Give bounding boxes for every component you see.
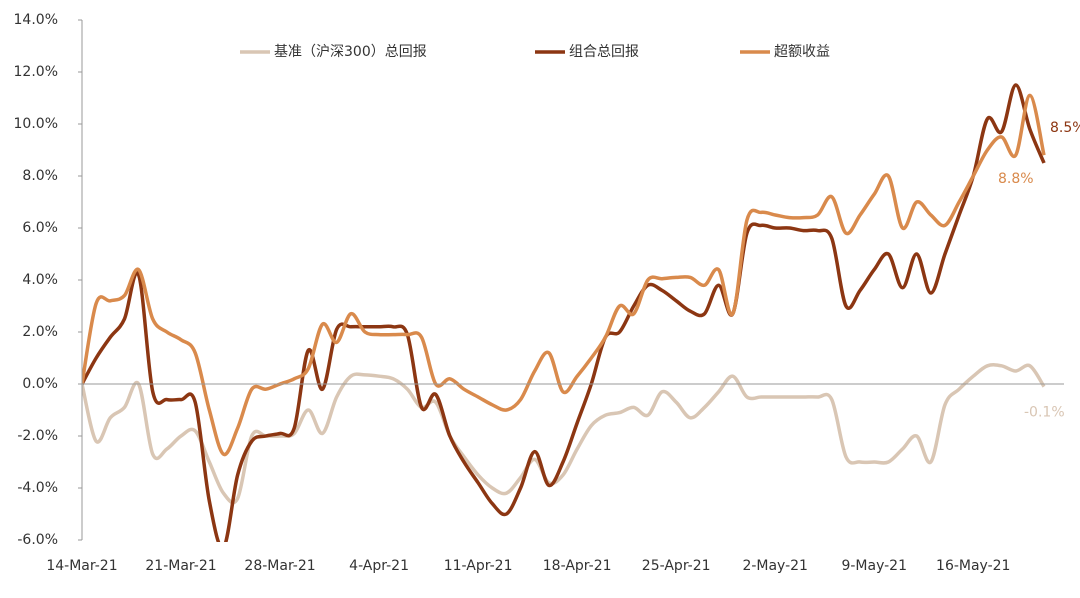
y-tick-label: -6.0% bbox=[17, 532, 58, 548]
data-label: 8.8% bbox=[998, 171, 1034, 187]
y-tick-label: 6.0% bbox=[22, 220, 58, 236]
series-line bbox=[82, 93, 1046, 457]
y-tick-label: -2.0% bbox=[17, 428, 58, 444]
data-label: 8.5% bbox=[1050, 120, 1080, 136]
y-tick-label: 0.0% bbox=[22, 376, 58, 392]
x-tick-label: 14-Mar-21 bbox=[46, 558, 117, 574]
x-tick-label: 16-May-21 bbox=[936, 558, 1010, 574]
y-tick-label: -4.0% bbox=[17, 480, 58, 496]
x-tick-label: 9-May-21 bbox=[841, 558, 907, 574]
y-tick-label: 8.0% bbox=[22, 168, 58, 184]
x-tick-label: 21-Mar-21 bbox=[145, 558, 216, 574]
y-tick-label: 4.0% bbox=[22, 272, 58, 288]
x-tick-label: 4-Apr-21 bbox=[349, 558, 409, 574]
y-tick-label: 10.0% bbox=[14, 116, 58, 132]
y-tick-label: 12.0% bbox=[14, 64, 58, 80]
plot-area bbox=[82, 83, 1046, 542]
series-line bbox=[82, 83, 1046, 542]
y-tick-label: 2.0% bbox=[22, 324, 58, 340]
legend-label: 基准（沪深300）总回报 bbox=[274, 43, 427, 60]
legend-label: 超额收益 bbox=[774, 44, 830, 60]
y-tick-label: 14.0% bbox=[14, 12, 58, 28]
x-tick-label: 18-Apr-21 bbox=[543, 558, 612, 574]
x-tick-label: 28-Mar-21 bbox=[244, 558, 315, 574]
legend-label: 组合总回报 bbox=[569, 44, 639, 60]
x-tick-label: 2-May-21 bbox=[742, 558, 808, 574]
data-label: -0.1% bbox=[1024, 405, 1065, 421]
series-line bbox=[82, 363, 1046, 505]
x-tick-label: 11-Apr-21 bbox=[444, 558, 513, 574]
x-tick-label: 25-Apr-21 bbox=[642, 558, 711, 574]
